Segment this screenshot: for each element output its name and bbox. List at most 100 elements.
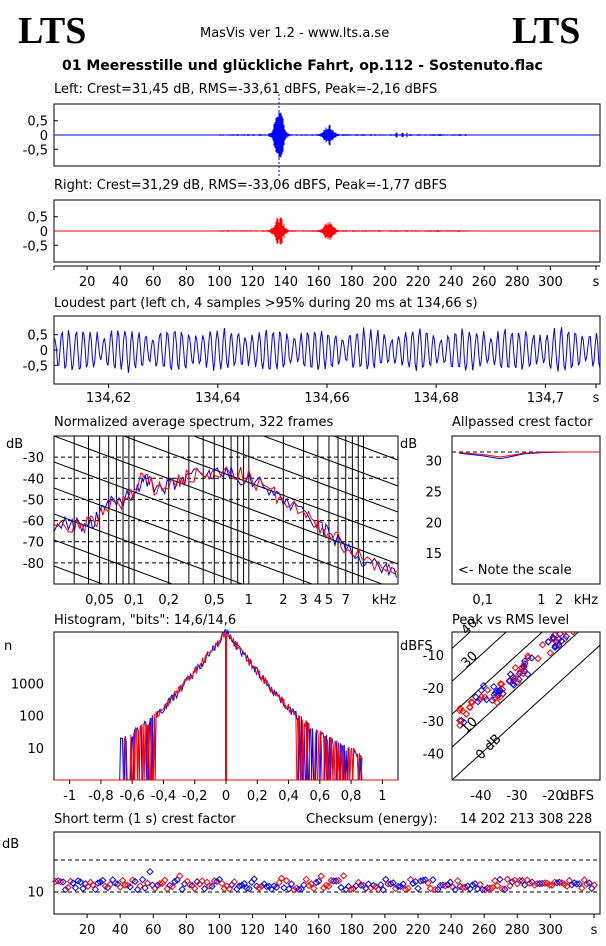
stc-point <box>525 879 534 887</box>
stc-point <box>481 886 489 894</box>
x-tick-label: 0,8 <box>341 789 362 804</box>
crest-note: <- Note the scale <box>458 563 572 578</box>
stc-point <box>508 878 517 886</box>
stc-point <box>262 882 271 891</box>
stc-point <box>468 881 477 889</box>
pvr-point <box>558 624 564 630</box>
stc-point <box>573 880 581 888</box>
y-tick-label: 10 <box>27 886 44 901</box>
x-tick-label: 0,1 <box>472 593 493 608</box>
loudest-part-title: Loudest part (left ch, 4 samples >95% du… <box>54 296 478 311</box>
pvr-point <box>488 696 496 705</box>
x-tick-label: s <box>591 923 598 938</box>
loudest-trace <box>53 327 601 373</box>
pvr-point <box>472 693 480 701</box>
pvr-point <box>516 668 524 676</box>
stc-point <box>545 881 554 889</box>
left-waveform-title: Left: Crest=31,45 dB, RMS=-33,61 dBFS, P… <box>54 82 438 97</box>
stc-point <box>99 876 107 885</box>
y-tick-label: -0,5 <box>23 239 48 254</box>
stc-point <box>446 878 454 886</box>
y-tick-label: -80 <box>23 557 44 572</box>
stc-point <box>220 884 229 893</box>
x-tick-label: 0,1 <box>124 593 145 608</box>
stc-point <box>64 883 72 892</box>
stc-point <box>200 885 209 893</box>
x-tick-label: 7 <box>342 593 350 608</box>
spectrum-slope <box>262 436 398 487</box>
pvr-diagonal <box>452 632 543 715</box>
stc-point <box>71 884 80 892</box>
pvr-point <box>567 621 573 627</box>
pvr-point <box>506 670 515 678</box>
pvr-point <box>524 652 532 660</box>
stc-point <box>91 885 100 894</box>
x-tick-label: 60 <box>145 275 162 290</box>
stc-point <box>178 885 186 894</box>
pvr-frame <box>451 631 601 781</box>
stc-point <box>565 876 574 885</box>
x-tick-label: 134,7 <box>527 391 564 406</box>
spectrum-slope <box>54 487 314 584</box>
stc-point <box>496 875 504 884</box>
spectrum-frame <box>53 435 399 585</box>
x-tick-label: -1 <box>63 789 76 804</box>
y-tick-label: 0,5 <box>27 329 48 344</box>
x-tick-label: 134,64 <box>195 391 241 406</box>
pvr-point <box>496 680 505 688</box>
pvr-point <box>549 633 557 642</box>
stc-point <box>280 884 288 892</box>
stc-point <box>245 884 253 893</box>
y-tick-label: -30 <box>23 451 44 466</box>
stc-point <box>339 872 348 880</box>
spectrum-left-line <box>54 466 398 578</box>
x-tick-label: 300 <box>538 923 563 938</box>
stc-point <box>444 881 452 889</box>
stc-point <box>488 884 497 892</box>
x-tick-label: 100 <box>207 275 232 290</box>
stc-point <box>285 885 293 893</box>
x-tick-label: 0,05 <box>85 593 114 608</box>
stc-point <box>238 881 246 889</box>
spectrum-title: Normalized average spectrum, 322 frames <box>54 415 334 430</box>
x-tick-label: 0,4 <box>278 789 299 804</box>
stc-point <box>349 884 358 893</box>
stc-point <box>51 877 60 886</box>
stc-point <box>578 884 586 892</box>
x-tick-label: 280 <box>505 923 530 938</box>
y-tick-label: -30 <box>423 715 444 730</box>
stc-point <box>414 884 422 893</box>
y-tick-label: 10 <box>27 742 44 757</box>
pvr-diag-label: 30 <box>459 649 481 671</box>
stc-point <box>404 884 412 893</box>
stc-point <box>419 876 427 885</box>
spectrum-slope <box>54 228 398 356</box>
y-tick-label: -40 <box>423 748 444 763</box>
pvr-point <box>520 666 528 675</box>
pvr-point <box>555 641 563 649</box>
pvr-point <box>496 686 504 694</box>
pvr-point <box>561 635 569 643</box>
stc-point <box>121 881 129 889</box>
stc-point <box>69 879 77 887</box>
x-tick-label: 240 <box>439 923 464 938</box>
spectrum-grid <box>54 228 398 584</box>
stc-point <box>94 879 102 887</box>
stc-point <box>116 883 124 891</box>
stc-point <box>89 881 97 889</box>
stc-point <box>429 876 437 884</box>
x-tick-label: 300 <box>538 275 563 290</box>
stc-point <box>391 884 400 893</box>
stc-point <box>61 885 70 894</box>
y-tick-label: 100 <box>19 710 44 725</box>
y-tick-label: 25 <box>425 486 442 501</box>
stc-point <box>218 879 226 888</box>
stc-point <box>255 884 263 892</box>
stc-point <box>79 884 87 893</box>
spectrum-slope <box>54 436 398 565</box>
pvr-point <box>569 632 577 636</box>
x-tick-label: 5 <box>325 593 333 608</box>
spectrum-slope <box>54 254 398 382</box>
stc-point <box>118 876 127 885</box>
